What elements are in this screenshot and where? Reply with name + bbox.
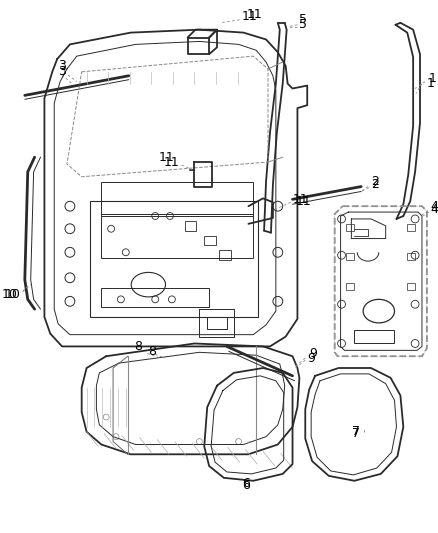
Bar: [185, 221, 196, 231]
Bar: [101, 288, 209, 307]
Bar: [407, 253, 415, 260]
Text: 11: 11: [293, 193, 308, 206]
Text: 5: 5: [300, 18, 307, 31]
Bar: [219, 251, 231, 260]
Text: 11: 11: [241, 11, 257, 23]
Text: 11: 11: [159, 151, 175, 164]
Text: 1: 1: [429, 72, 437, 85]
Bar: [354, 330, 393, 343]
Text: 2: 2: [371, 178, 379, 191]
Bar: [204, 236, 216, 245]
Bar: [346, 253, 354, 260]
Text: 5: 5: [300, 13, 307, 26]
Text: 6: 6: [243, 477, 251, 490]
Text: 7: 7: [352, 425, 360, 438]
Text: 3: 3: [58, 66, 66, 78]
Bar: [407, 282, 415, 289]
Text: 7: 7: [352, 427, 360, 440]
Text: 1: 1: [427, 77, 435, 90]
Text: 8: 8: [148, 345, 156, 358]
Text: 4: 4: [431, 203, 438, 216]
Text: 10: 10: [2, 288, 18, 301]
Text: 2: 2: [371, 175, 379, 188]
Text: 9: 9: [309, 347, 317, 360]
Text: 11: 11: [296, 195, 311, 208]
Bar: [89, 201, 258, 317]
Text: 10: 10: [5, 288, 21, 301]
Bar: [101, 182, 253, 216]
Bar: [407, 224, 415, 231]
Bar: [101, 214, 253, 258]
Text: 11: 11: [247, 9, 262, 21]
Text: 11: 11: [164, 156, 180, 168]
Text: 3: 3: [58, 60, 66, 72]
Text: 8: 8: [134, 340, 142, 353]
Bar: [346, 224, 354, 231]
Bar: [346, 282, 354, 289]
Text: 4: 4: [431, 200, 438, 213]
Text: 9: 9: [307, 352, 315, 365]
Text: 6: 6: [243, 479, 251, 492]
